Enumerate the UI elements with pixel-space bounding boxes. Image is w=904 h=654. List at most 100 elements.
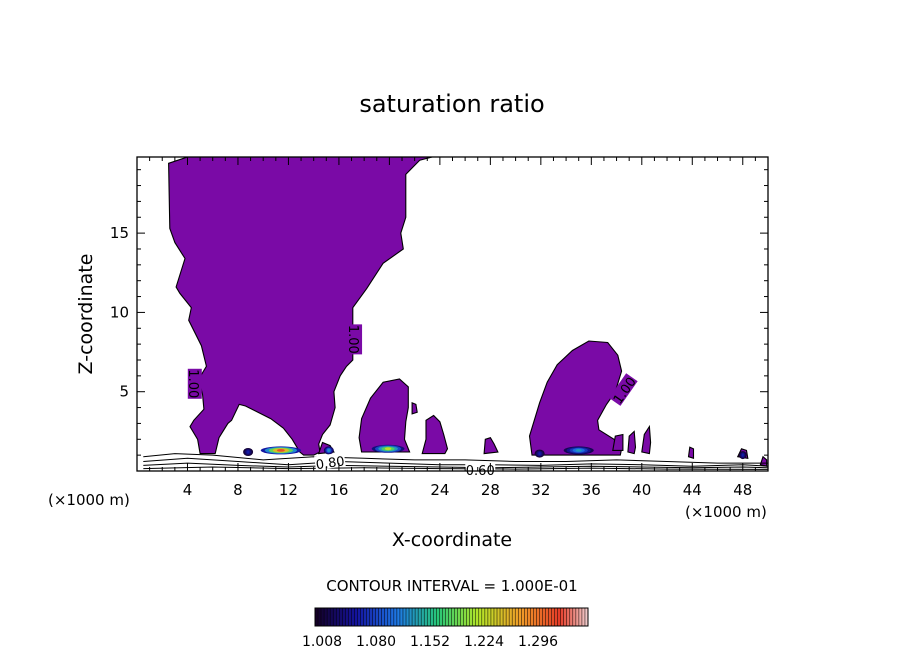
colorbar-cell bbox=[487, 608, 492, 626]
colorbar-cell bbox=[512, 608, 516, 626]
y-axis-ticks: 5 10 15 bbox=[110, 169, 768, 456]
x-tick-label: 16 bbox=[329, 481, 348, 499]
colorbar-cell bbox=[460, 608, 464, 626]
hotspot-6-band-4 bbox=[742, 453, 744, 457]
x-tick-label: 12 bbox=[279, 481, 298, 499]
contour-label: 1.00 bbox=[345, 325, 360, 354]
x-tick-label: 4 bbox=[183, 481, 193, 499]
colorbar-cell bbox=[406, 608, 410, 626]
colorbar-cell bbox=[472, 608, 477, 626]
region-blob-22 bbox=[411, 401, 418, 415]
colorbar-cell bbox=[584, 608, 589, 626]
colorbar-cell bbox=[578, 608, 583, 626]
colorbar-cell bbox=[384, 608, 389, 626]
colorbar bbox=[314, 607, 589, 627]
contour-line-0.7 bbox=[143, 457, 768, 467]
colorbar-cell bbox=[560, 608, 565, 626]
region-blob-49 bbox=[759, 455, 768, 467]
colorbar-cell bbox=[421, 608, 425, 626]
colorbar-cell bbox=[381, 608, 386, 626]
colorbar-cell bbox=[463, 608, 467, 626]
colorbar-cell bbox=[545, 608, 549, 626]
colorbar-cell bbox=[351, 608, 355, 626]
x-axis-ticks: 4 8 12 16 20 24 28 32 36 40 44 48 bbox=[149, 157, 756, 499]
colorbar-cell bbox=[530, 608, 534, 626]
colorbar-cell bbox=[327, 608, 331, 626]
colorbar-cell bbox=[457, 608, 461, 626]
colorbar-cell bbox=[542, 608, 546, 626]
colorbar-cell bbox=[409, 608, 413, 626]
colorbar-cell bbox=[527, 608, 531, 626]
colorbar-cell bbox=[445, 608, 449, 626]
x-tick-label: 44 bbox=[683, 481, 702, 499]
colorbar-cell bbox=[375, 608, 379, 626]
region-main-plume bbox=[168, 157, 433, 456]
saturation-fill bbox=[168, 157, 768, 467]
colorbar-cell bbox=[448, 608, 452, 626]
colorbar-cell bbox=[393, 608, 398, 626]
colorbar-cell bbox=[363, 608, 367, 626]
x-axis-label: X-coordinate bbox=[392, 529, 512, 551]
x-tick-label: 20 bbox=[380, 481, 399, 499]
chart-title: saturation ratio bbox=[359, 90, 544, 118]
colorbar-cell bbox=[521, 608, 525, 626]
x-tick-label: 32 bbox=[531, 481, 550, 499]
colorbar-tick-label: 1.008 bbox=[302, 634, 342, 650]
colorbar-tick-label: 1.224 bbox=[464, 634, 504, 650]
contour-label: 0.60 bbox=[466, 464, 495, 479]
colorbar-cell bbox=[509, 608, 513, 626]
contour-label-bg bbox=[187, 368, 202, 399]
colorbar-cell bbox=[536, 608, 540, 626]
contour-line-0.8 bbox=[143, 453, 768, 464]
colorbar-cell bbox=[342, 608, 346, 626]
colorbar-tick-label: 1.296 bbox=[518, 634, 558, 650]
colorbar-cell bbox=[533, 608, 537, 626]
colorbar-cell bbox=[418, 608, 422, 626]
colorbar-cell bbox=[557, 608, 561, 626]
x-tick-label: 48 bbox=[733, 481, 752, 499]
region-plume-35 bbox=[528, 340, 623, 456]
x-tick-label: 28 bbox=[481, 481, 500, 499]
colorbar-cell bbox=[369, 608, 373, 626]
contour-label: 1.00 bbox=[185, 369, 200, 398]
x-unit-left: (×1000 m) bbox=[48, 491, 130, 509]
colorbar-cell bbox=[518, 608, 522, 626]
colorbar-cell bbox=[500, 608, 504, 626]
colorbar-cell bbox=[424, 608, 428, 626]
colorbar-cell bbox=[412, 608, 416, 626]
hotspot-2-band-4 bbox=[327, 449, 330, 452]
colorbar-cell bbox=[572, 608, 577, 626]
colorbar-cell bbox=[436, 608, 440, 626]
colorbar-cell bbox=[566, 608, 571, 626]
region-plume-23 bbox=[421, 414, 449, 455]
colorbar-cell bbox=[442, 608, 446, 626]
y-tick-label: 15 bbox=[110, 224, 129, 242]
colorbar-cell bbox=[575, 608, 580, 626]
colorbar-cell bbox=[493, 608, 498, 626]
colorbar-cell bbox=[503, 608, 507, 626]
colorbar-cell bbox=[333, 608, 337, 626]
colorbar-cell bbox=[439, 608, 443, 626]
contour-interval-label: CONTOUR INTERVAL = 1.000E-01 bbox=[326, 577, 577, 595]
colorbar-cell bbox=[515, 608, 519, 626]
colorbar-cell bbox=[348, 608, 352, 626]
colorbar-cell bbox=[524, 608, 528, 626]
hotspot-5-band-4 bbox=[538, 452, 541, 455]
colorbar-cell bbox=[548, 608, 552, 626]
colorbar-frame bbox=[314, 607, 589, 627]
colorbar-cell bbox=[336, 608, 340, 626]
region-blob-38 bbox=[612, 433, 624, 451]
colorbar-cell bbox=[539, 608, 543, 626]
colorbar-cell bbox=[330, 608, 334, 626]
colorbar-cell bbox=[339, 608, 343, 626]
colorbar-cell bbox=[315, 608, 319, 626]
colorbar-cell bbox=[430, 608, 434, 626]
hotspot-4-band-4 bbox=[247, 450, 250, 454]
colorbar-cell bbox=[372, 608, 376, 626]
colorbar-cell bbox=[354, 608, 358, 626]
colorbar-cell bbox=[345, 608, 349, 626]
colorbar-tick-labels: 1.008 1.080 1.152 1.224 1.296 bbox=[302, 634, 558, 650]
colorbar-cell bbox=[466, 608, 470, 626]
colorbar-cell bbox=[318, 608, 322, 626]
